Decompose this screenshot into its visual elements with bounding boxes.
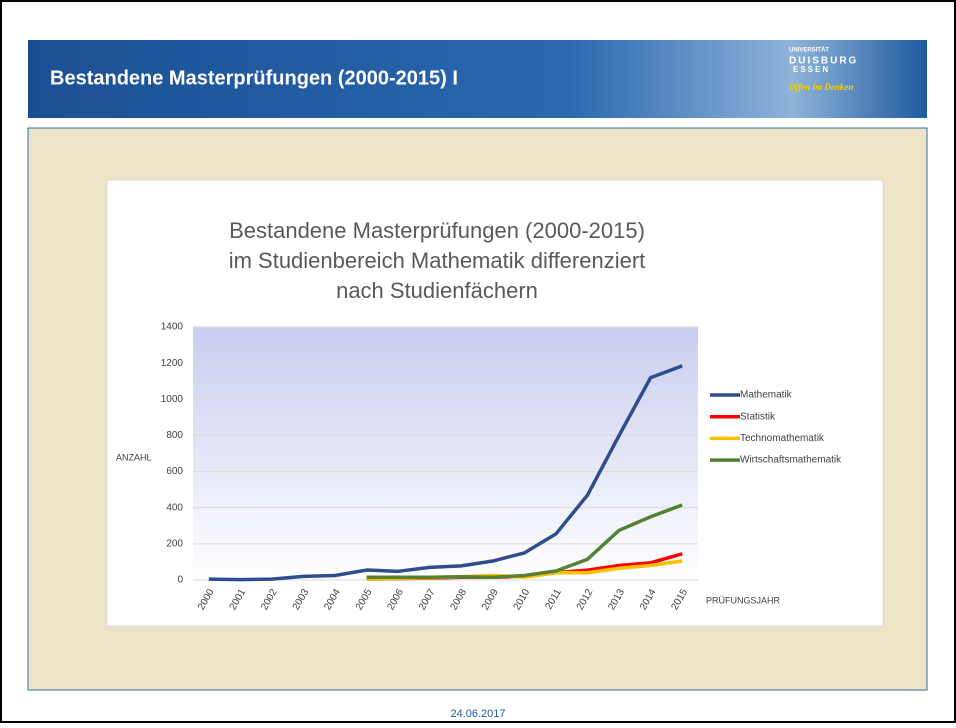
legend-label: Technomathematik — [740, 433, 825, 444]
y-tick-label: 0 — [177, 575, 183, 586]
logo-name: DUISBURG — [789, 56, 858, 67]
y-axis-label: ANZAHL — [116, 452, 152, 462]
footer-date: 24.06.2017 — [450, 708, 505, 720]
legend-label: Mathematik — [740, 390, 793, 401]
chart-title: nach Studienfächern — [336, 278, 538, 303]
header-title: Bestandene Masterprüfungen (2000-2015) I — [50, 67, 458, 89]
header-band — [28, 40, 927, 118]
line-series — [366, 503, 683, 580]
chart-title: im Studienbereich Mathematik differenzie… — [229, 248, 646, 273]
y-tick-label: 400 — [166, 502, 183, 513]
logo-name: ESSEN — [793, 65, 830, 74]
y-tick-label: 1200 — [161, 358, 184, 369]
chart-title: Bestandene Masterprüfungen (2000-2015) — [229, 218, 645, 243]
y-tick-label: 1400 — [161, 322, 184, 333]
legend-label: Statistik — [740, 411, 776, 422]
line-series — [208, 364, 683, 582]
plot-area — [193, 327, 698, 580]
x-axis-label: PRÜFUNGSJAHR — [706, 595, 781, 605]
y-tick-label: 600 — [166, 466, 183, 477]
y-tick-label: 800 — [166, 430, 183, 441]
logo-top: UNIVERSITÄT — [789, 47, 829, 54]
y-tick-label: 1000 — [161, 394, 184, 405]
logo-motto: Offen im Denken — [789, 82, 853, 92]
y-tick-label: 200 — [166, 538, 183, 549]
legend-label: Wirtschaftsmathematik — [740, 455, 842, 466]
